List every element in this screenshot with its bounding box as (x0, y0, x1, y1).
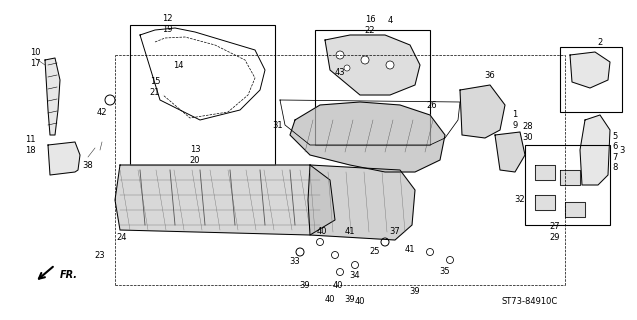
Text: 25: 25 (369, 247, 380, 257)
Text: 39: 39 (410, 287, 420, 297)
Circle shape (336, 268, 343, 276)
Text: 43: 43 (334, 68, 345, 76)
Text: 31: 31 (273, 121, 283, 130)
Text: 13
20: 13 20 (190, 145, 200, 165)
Text: 41: 41 (345, 228, 355, 236)
Circle shape (344, 65, 350, 71)
Text: 12
19: 12 19 (162, 14, 172, 34)
Circle shape (317, 238, 324, 245)
Text: 11
18: 11 18 (25, 135, 35, 155)
Text: ST73-84910C: ST73-84910C (502, 298, 558, 307)
Text: 1
9: 1 9 (512, 110, 518, 130)
Text: 15
21: 15 21 (150, 77, 161, 97)
Polygon shape (460, 85, 505, 138)
Bar (130, 25, 275, 165)
Text: 40: 40 (317, 228, 327, 236)
Text: 23: 23 (95, 251, 105, 260)
Text: 41: 41 (404, 245, 415, 254)
Bar (560, 47, 622, 112)
Text: 16
22: 16 22 (365, 15, 375, 35)
Circle shape (361, 56, 369, 64)
Circle shape (447, 257, 454, 263)
Circle shape (296, 248, 304, 256)
Text: 24: 24 (117, 234, 127, 243)
Polygon shape (570, 52, 610, 88)
Text: 32: 32 (515, 196, 526, 204)
Polygon shape (565, 202, 585, 217)
Text: 3: 3 (619, 146, 625, 155)
Circle shape (331, 252, 338, 259)
Text: 35: 35 (440, 268, 450, 276)
Text: 10
17: 10 17 (30, 48, 40, 68)
Text: 27
29: 27 29 (550, 222, 561, 242)
Polygon shape (45, 58, 60, 135)
Polygon shape (290, 102, 445, 172)
Text: 26: 26 (427, 100, 438, 109)
Circle shape (352, 261, 359, 268)
Polygon shape (115, 165, 335, 235)
Text: 40: 40 (333, 281, 343, 290)
Circle shape (427, 249, 434, 255)
Text: 40: 40 (325, 295, 335, 305)
Text: 38: 38 (83, 161, 94, 170)
Polygon shape (535, 165, 555, 180)
Polygon shape (48, 142, 80, 175)
Text: 2: 2 (598, 37, 603, 46)
Text: 39: 39 (299, 281, 310, 290)
Polygon shape (308, 165, 415, 240)
Polygon shape (495, 132, 525, 172)
Circle shape (105, 95, 115, 105)
Text: 37: 37 (390, 228, 401, 236)
Text: 14: 14 (173, 60, 183, 69)
Bar (525, 145, 610, 225)
Text: 34: 34 (350, 270, 361, 279)
Text: 42: 42 (97, 108, 107, 116)
Text: 33: 33 (290, 258, 301, 267)
Polygon shape (580, 115, 610, 185)
Circle shape (386, 61, 394, 69)
Polygon shape (560, 170, 580, 185)
Text: 39: 39 (345, 295, 355, 305)
Circle shape (381, 238, 389, 246)
Text: 40: 40 (355, 298, 365, 307)
Text: FR.: FR. (60, 270, 78, 280)
Bar (315, 30, 430, 145)
Text: 36: 36 (485, 70, 496, 79)
Text: 4: 4 (387, 15, 392, 25)
Text: 28
30: 28 30 (523, 122, 533, 142)
Text: 5
6
7
8: 5 6 7 8 (612, 132, 618, 172)
Polygon shape (535, 195, 555, 210)
Polygon shape (325, 35, 420, 95)
Circle shape (336, 51, 344, 59)
